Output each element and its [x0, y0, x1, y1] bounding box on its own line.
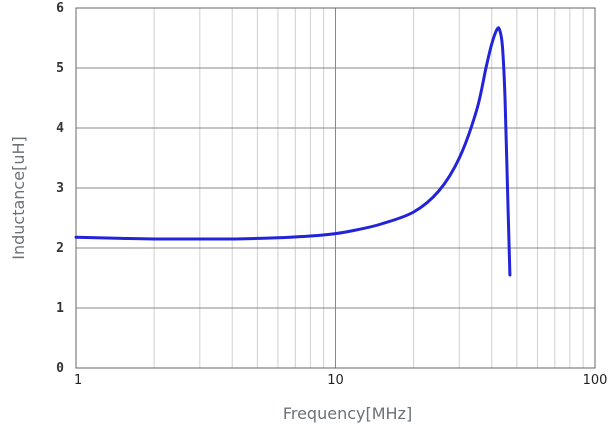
- major-gridlines: [76, 8, 595, 368]
- y-tick-label: 2: [56, 241, 64, 256]
- x-axis-label: Frequency[MHz]: [283, 404, 412, 423]
- x-tick-label: 1: [74, 373, 82, 388]
- y-tick-label: 1: [56, 301, 64, 316]
- y-tick-label: 3: [56, 181, 64, 196]
- plot-frame: [75, 7, 596, 369]
- y-tick-label: 4: [56, 121, 64, 136]
- y-axis-label: Inductance[uH]: [9, 136, 28, 259]
- series-line-inductance: [74, 26, 512, 277]
- x-tick-label: 100: [583, 373, 608, 388]
- y-tick-label: 5: [56, 61, 64, 76]
- y-tick-labels: 0 1 2 3 4 5 6: [56, 1, 64, 376]
- y-tick-label: 6: [56, 1, 64, 16]
- x-tick-label: 10: [327, 373, 344, 388]
- y-tick-label: 0: [56, 361, 64, 376]
- x-tick-labels: 1 10 100: [74, 373, 607, 388]
